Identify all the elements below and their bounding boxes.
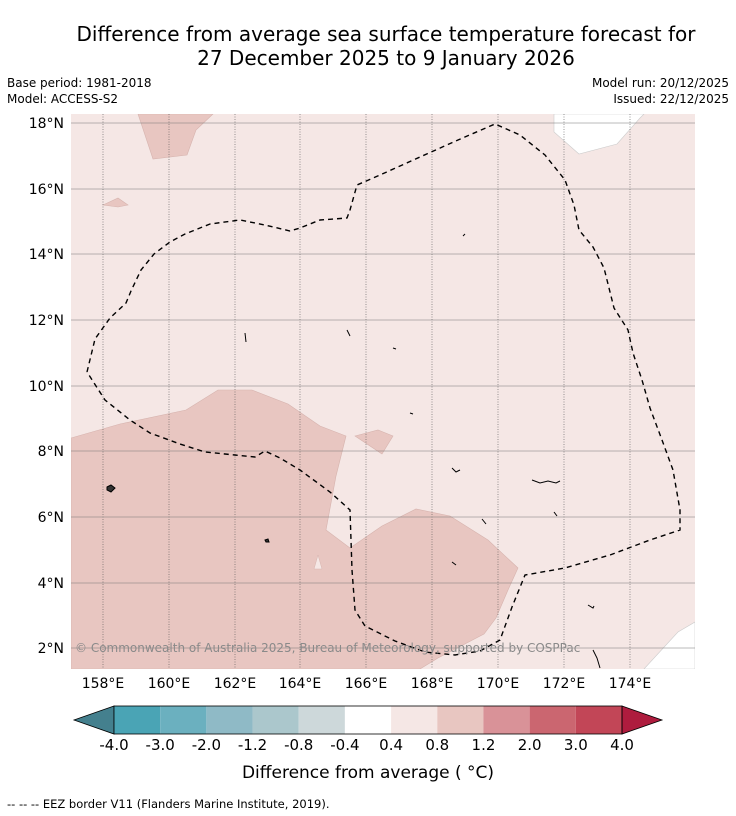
longitude-axis: 158°E 160°E 162°E 164°E 166°E 168°E 170°… bbox=[82, 676, 652, 692]
lat-label-10: 10°N bbox=[29, 379, 64, 395]
lon-label-174: 174°E bbox=[609, 676, 652, 692]
longitude-gridlines bbox=[102, 114, 631, 669]
colorbar-tick-label: -1.2 bbox=[237, 736, 268, 754]
colorbar-segment bbox=[114, 706, 161, 734]
colorbar-segment bbox=[160, 706, 207, 734]
colorbar-extend-high bbox=[621, 705, 664, 735]
anomaly-hole bbox=[313, 554, 323, 570]
eez-border bbox=[86, 123, 681, 656]
colorbar bbox=[72, 705, 664, 735]
colorbar-tick-label: -3.0 bbox=[145, 736, 175, 754]
colorbar-segment bbox=[206, 706, 253, 734]
colorbar-tick-label: 3.0 bbox=[563, 736, 588, 754]
anomaly-patch-north bbox=[137, 114, 214, 160]
colorbar-tick-label: -0.8 bbox=[284, 736, 314, 754]
colorbar-tick-label: 4.0 bbox=[610, 736, 634, 754]
colorbar-border bbox=[113, 705, 623, 735]
lon-label-158: 158°E bbox=[82, 676, 125, 692]
colorbar-segment bbox=[483, 706, 530, 734]
anomaly-patch-south bbox=[71, 389, 519, 669]
colorbar-tick-label: 1.2 bbox=[471, 736, 496, 754]
model-run: Model run: 20/12/2025 bbox=[591, 76, 729, 90]
lat-label-2: 2°N bbox=[38, 641, 64, 657]
lon-label-172: 172°E bbox=[543, 676, 586, 692]
title-line-1: Difference from average sea surface temp… bbox=[76, 22, 696, 46]
lon-label-162: 162°E bbox=[214, 676, 257, 692]
colorbar-extend-low bbox=[72, 705, 115, 735]
footer-legend: -- -- -- EEZ border V11 (Flanders Marine… bbox=[7, 797, 330, 811]
colorbar-segment bbox=[575, 706, 622, 734]
lat-label-4: 4°N bbox=[38, 576, 64, 592]
latitude-axis: 18°N 16°N 14°N 12°N 10°N 8°N 6°N 4°N 2°N bbox=[29, 116, 64, 657]
colorbar-tick-label: 0.4 bbox=[379, 736, 404, 754]
anomaly-patch-small bbox=[101, 197, 129, 208]
colorbar-segment bbox=[252, 706, 299, 734]
colorbar-tick-label: -4.0 bbox=[99, 736, 129, 754]
lat-label-6: 6°N bbox=[38, 510, 64, 526]
issued-date: Issued: 22/12/2025 bbox=[613, 92, 729, 106]
islands bbox=[106, 233, 601, 669]
lat-label-14: 14°N bbox=[29, 247, 64, 263]
colorbar-tick-label: -2.0 bbox=[191, 736, 221, 754]
lon-label-164: 164°E bbox=[279, 676, 322, 692]
colorbar-segment bbox=[298, 706, 345, 734]
meta-right: Model run: 20/12/2025 Issued: 22/12/2025 bbox=[592, 75, 729, 107]
colorbar-segment bbox=[391, 706, 438, 734]
base-period: Base period: 1981-2018 bbox=[7, 76, 152, 90]
lat-label-16: 16°N bbox=[29, 182, 64, 198]
neutral-corner bbox=[643, 621, 695, 669]
lat-label-8: 8°N bbox=[38, 444, 64, 460]
lon-label-170: 170°E bbox=[477, 676, 520, 692]
model-name: Model: ACCESS-S2 bbox=[7, 92, 119, 106]
lon-label-168: 168°E bbox=[411, 676, 454, 692]
lon-label-160: 160°E bbox=[148, 676, 191, 692]
lon-label-166: 166°E bbox=[345, 676, 388, 692]
neutral-patch bbox=[553, 114, 645, 155]
map-title: Difference from average sea surface temp… bbox=[0, 22, 736, 70]
colorbar-segment bbox=[437, 706, 484, 734]
colorbar-labels: -4.0 -3.0 -2.0 -1.2 -0.8 -0.4 0.4 0.8 1.2 2.0 3.0 4… bbox=[0, 736, 736, 756]
colorbar-tick-label: 0.8 bbox=[425, 736, 450, 754]
colorbar-segment bbox=[344, 706, 392, 734]
lat-label-18: 18°N bbox=[29, 116, 64, 132]
copyright-notice: © Commonwealth of Australia 2025, Bureau… bbox=[75, 641, 581, 655]
latitude-gridlines bbox=[71, 122, 695, 649]
colorbar-tick-label: -0.4 bbox=[330, 736, 360, 754]
lat-label-12: 12°N bbox=[29, 313, 64, 329]
colorbar-tick-label: 2.0 bbox=[517, 736, 542, 754]
colorbar-title: Difference from average ( °C) bbox=[241, 763, 495, 783]
map-area bbox=[71, 114, 695, 669]
title-line-2: 27 December 2025 to 9 January 2026 bbox=[197, 46, 575, 70]
colorbar-segment bbox=[529, 706, 576, 734]
meta-left: Base period: 1981-2018 Model: ACCESS-S2 bbox=[7, 75, 152, 107]
anomaly-patch-center bbox=[354, 429, 394, 455]
